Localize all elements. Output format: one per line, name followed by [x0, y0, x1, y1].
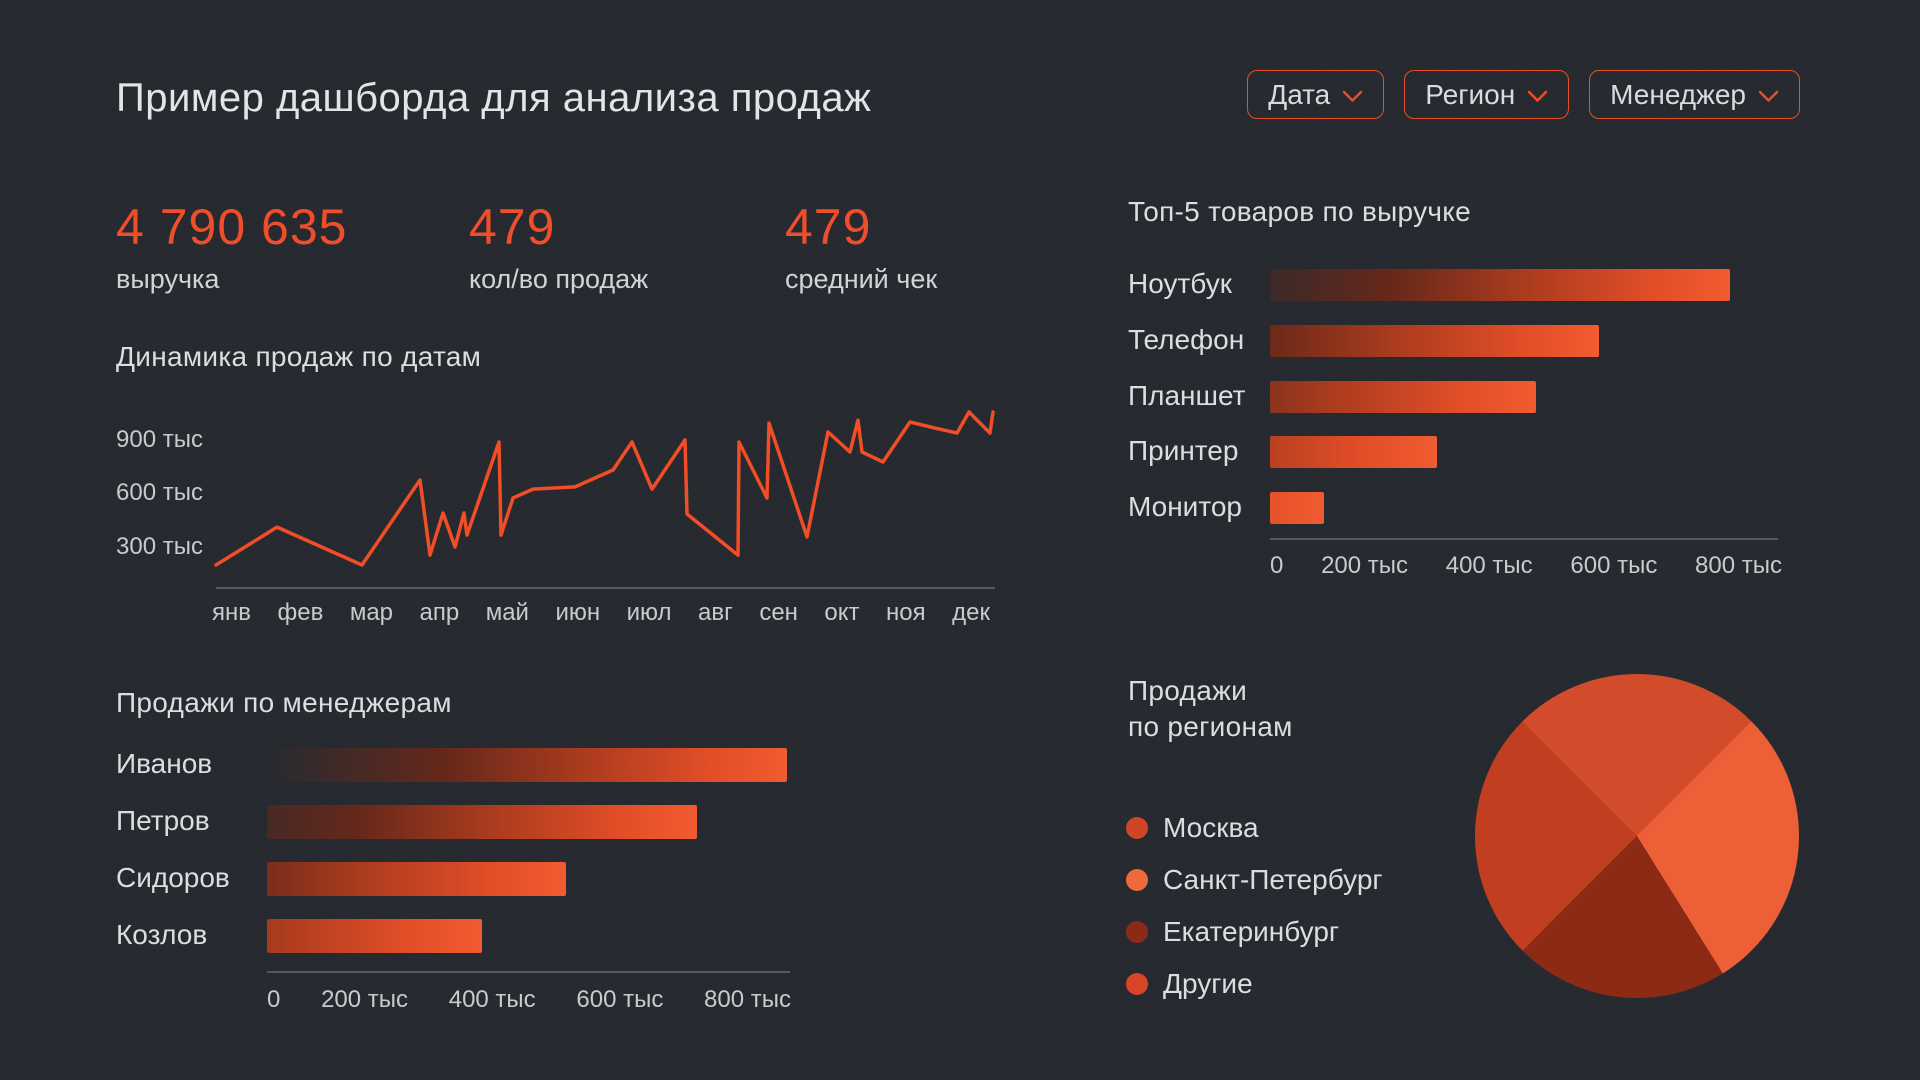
- sales-dynamics-title: Динамика продаж по датам: [116, 341, 482, 372]
- x-tick-label: мар: [349, 599, 394, 626]
- legend-label: Екатеринбург: [1163, 916, 1340, 947]
- legend-item: Москва: [1126, 812, 1383, 843]
- top_products-bar-5: [1270, 492, 1324, 524]
- legend-dot-icon: [1126, 869, 1148, 891]
- top_products-category-label: Монитор: [1128, 491, 1242, 522]
- top_products-category-label: Ноутбук: [1128, 268, 1232, 299]
- chevron-down-icon: [1527, 90, 1548, 102]
- managers-x-axis: 0 200 тыс 400 тыс 600 тыс 800 тыс: [267, 986, 791, 1014]
- top_products-category-label: Телефон: [1128, 324, 1245, 355]
- top_products-bar-1: [1270, 269, 1730, 301]
- filter-bar: Дата Регион Менеджер: [1247, 70, 1800, 119]
- x-tick-label: 400 тыс: [448, 986, 536, 1013]
- kpi-average-check-label: средний чек: [785, 264, 938, 294]
- region-filter-label: Регион: [1425, 78, 1516, 110]
- managers-title: Продажи по менеджерам: [116, 687, 452, 718]
- top_products-category-label: Планшет: [1128, 380, 1246, 411]
- x-tick-label: 0: [267, 986, 281, 1013]
- manager-filter-label: Менеджер: [1610, 78, 1746, 110]
- legend-item: Другие: [1126, 968, 1383, 999]
- kpi-sales-count: 479 кол/во продаж: [469, 202, 648, 295]
- kpi-revenue-value: 4 790 635: [116, 199, 348, 255]
- x-tick-label: 600 тыс: [576, 986, 664, 1013]
- top_products-bar-2: [1270, 325, 1599, 357]
- y-tick-label: 600 тыс: [116, 479, 203, 506]
- legend-dot-icon: [1126, 973, 1148, 995]
- date-filter-label: Дата: [1268, 78, 1331, 110]
- legend-label: Санкт-Петербург: [1163, 864, 1383, 895]
- legend-item: Санкт-Петербург: [1126, 864, 1383, 895]
- kpi-revenue-label: выручка: [116, 264, 220, 294]
- x-tick-label: 400 тыс: [1445, 552, 1533, 579]
- managers-bar-3: [267, 862, 566, 896]
- top_products-bar-3: [1270, 381, 1536, 413]
- x-tick-label: 800 тыс: [1695, 552, 1782, 579]
- x-tick-label: янв: [212, 599, 251, 626]
- regions-legend: Москва Санкт-Петербург Екатеринбург Другие: [1126, 812, 1383, 999]
- top_products-category-label: Принтер: [1128, 435, 1239, 466]
- regions-pie-chart: [1475, 674, 1799, 998]
- legend-label: Москва: [1163, 812, 1259, 843]
- top_products-bar-4: [1270, 436, 1437, 468]
- x-tick-label: май: [485, 599, 529, 626]
- top-products-title: Топ-5 товаров по выручке: [1128, 196, 1472, 227]
- kpi-average-check: 479 средний чек: [785, 202, 937, 295]
- x-tick-label: авг: [697, 599, 733, 626]
- date-filter-dropdown[interactable]: Дата: [1247, 70, 1385, 119]
- x-tick-label: ноя: [886, 599, 926, 626]
- x-tick-label: дек: [952, 599, 990, 626]
- legend-dot-icon: [1126, 921, 1148, 943]
- x-tick-label: 600 тыс: [1570, 552, 1658, 579]
- x-tick-label: 200 тыс: [321, 986, 409, 1013]
- legend-dot-icon: [1126, 817, 1148, 839]
- page-title: Пример дашборда для анализа продаж: [116, 76, 872, 120]
- chevron-down-icon: [1758, 90, 1779, 102]
- kpi-sales-count-value: 479: [469, 199, 556, 255]
- managers-bar-2: [267, 805, 697, 839]
- regions-title-line2: по регионам: [1128, 711, 1293, 742]
- managers-bar-4: [267, 919, 482, 953]
- sales-line-path: [214, 410, 995, 567]
- x-tick-label: окт: [824, 599, 860, 626]
- x-tick-label: сен: [759, 599, 798, 626]
- legend-label: Другие: [1163, 968, 1253, 999]
- region-filter-dropdown[interactable]: Регион: [1404, 70, 1570, 119]
- sales-dynamics-y-axis: 300 тыс 600 тыс 900 тыс: [116, 0, 216, 1080]
- x-tick-label: 0: [1270, 552, 1284, 579]
- legend-item: Екатеринбург: [1126, 916, 1383, 947]
- x-tick-label: 200 тыс: [1321, 552, 1409, 579]
- kpi-revenue: 4 790 635 выручка: [116, 202, 347, 295]
- x-tick-label: июн: [555, 599, 601, 626]
- chevron-down-icon: [1342, 90, 1363, 102]
- x-tick-label: фев: [277, 599, 324, 626]
- regions-title-line1: Продажи: [1128, 675, 1248, 706]
- manager-filter-dropdown[interactable]: Менеджер: [1589, 70, 1800, 119]
- managers-bar-1: [267, 748, 787, 782]
- x-tick-label: июл: [626, 599, 672, 626]
- y-tick-label: 900 тыс: [116, 426, 203, 453]
- x-tick-label: 800 тыс: [704, 986, 791, 1013]
- kpi-sales-count-label: кол/во продаж: [469, 264, 649, 294]
- top-products-x-axis: 0 200 тыс 400 тыс 600 тыс 800 тыс: [1270, 552, 1782, 580]
- kpi-average-check-value: 479: [785, 199, 872, 255]
- y-tick-label: 300 тыс: [116, 533, 203, 560]
- sales-dynamics-x-axis: янв фев мар апр май июн июл авг сен окт ноя дек: [212, 599, 990, 627]
- x-tick-label: апр: [419, 599, 460, 626]
